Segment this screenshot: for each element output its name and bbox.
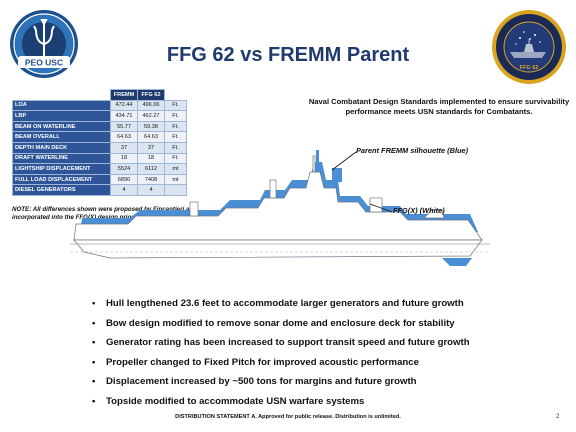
- page-number: 2: [556, 414, 560, 420]
- spec-header-fremm: FREMM: [110, 89, 138, 101]
- table-row: BEAM ON WATERLINE 55.77 59.38 Ft.: [12, 120, 187, 133]
- page-title: FFG 62 vs FREMM Parent: [166, 44, 410, 66]
- list-item: • Topside modified to accommodate USN war…: [92, 396, 562, 416]
- row-label: BEAM ON WATERLINE: [12, 120, 111, 133]
- left-logo-text: PEO USC: [25, 58, 63, 68]
- unit-value: Ft.: [164, 110, 187, 122]
- distribution-statement: DISTRIBUTION STATEMENT A. Approved for p…: [175, 414, 401, 420]
- bullet-icon: •: [92, 356, 96, 368]
- callout-fremm-blue: Parent FREMM silhouette (Blue): [356, 146, 469, 155]
- ffg62-value: 59.38: [137, 120, 165, 133]
- list-item: • Displacement increased by ~500 tons for…: [92, 376, 562, 396]
- table-row: LIGHTSHIP DISPLACEMENT 5524 6112 mt: [12, 163, 187, 175]
- spec-header-unit: [164, 89, 187, 101]
- table-row: DIESEL GENERATORS 4 4: [12, 184, 187, 196]
- constellation-class-seal-icon: FFG 62: [492, 10, 566, 84]
- spec-header-ffg62: FFG 62: [137, 89, 165, 101]
- ffg62-value: 496.06: [137, 99, 165, 112]
- fremm-value: 55.77: [110, 120, 138, 133]
- hull-lower: [73, 239, 483, 259]
- bullet-text: Hull lengthened 23.6 feet to accommodate…: [106, 298, 464, 309]
- bullet-icon: •: [92, 376, 96, 387]
- list-item: • Generator rating has been increased to …: [92, 337, 562, 357]
- bullet-text: Bow design modified to remove sonar dome…: [106, 317, 455, 329]
- bullet-icon: •: [92, 395, 96, 407]
- table-row: LOA 472.44 496.06 Ft.: [12, 99, 187, 112]
- trident-seal-icon: PEO USC: [10, 10, 78, 78]
- bullet-text: Generator rating has been increased to s…: [106, 337, 470, 348]
- list-item: • Hull lengthened 23.6 feet to accommodat…: [92, 298, 562, 318]
- table-row: DEPTH MAIN DECK 37 37 Ft.: [12, 141, 187, 154]
- ffgx-silhouette-white: [73, 155, 483, 241]
- callout-ffgx-white: FFG(X) (White): [393, 206, 445, 215]
- bullet-icon: •: [92, 317, 96, 329]
- spec-header-blank: [12, 89, 111, 101]
- list-item: • Bow design modified to remove sonar dom…: [92, 318, 562, 338]
- unit-value: [164, 184, 187, 196]
- bullet-icon: •: [92, 337, 96, 348]
- right-logo-text: FFG 62: [520, 65, 539, 71]
- unit-value: Ft.: [164, 120, 187, 133]
- change-bullet-list: • Hull lengthened 23.6 feet to accommodat…: [92, 298, 562, 415]
- row-label: LOA: [12, 99, 111, 112]
- bullet-text: Topside modified to accommodate USN warf…: [106, 395, 365, 407]
- row-label: LBP: [12, 110, 111, 122]
- list-item: • Propeller changed to Fixed Pitch for im…: [92, 357, 562, 377]
- bullet-text: Displacement increased by ~500 tons for …: [106, 376, 417, 387]
- ffg62-value: 462.27: [137, 110, 165, 122]
- unit-value: Ft.: [164, 99, 187, 112]
- fremm-value: 472.44: [110, 99, 138, 112]
- bullet-icon: •: [92, 298, 96, 309]
- standards-statement: Naval Combatant Design Standards impleme…: [308, 97, 570, 117]
- ship-silhouette-comparison: [70, 150, 490, 266]
- spec-table: FREMM FFG 62 LOA 472.44 496.06 Ft. LBP 4…: [12, 89, 187, 196]
- bullet-text: Propeller changed to Fixed Pitch for imp…: [106, 356, 419, 368]
- design-note: NOTE: All differences shown were propose…: [12, 206, 197, 222]
- fremm-value: 434.71: [110, 110, 138, 122]
- table-row: LBP 434.71 462.27 Ft.: [12, 110, 187, 122]
- spec-table-header-row: FREMM FFG 62: [12, 89, 187, 101]
